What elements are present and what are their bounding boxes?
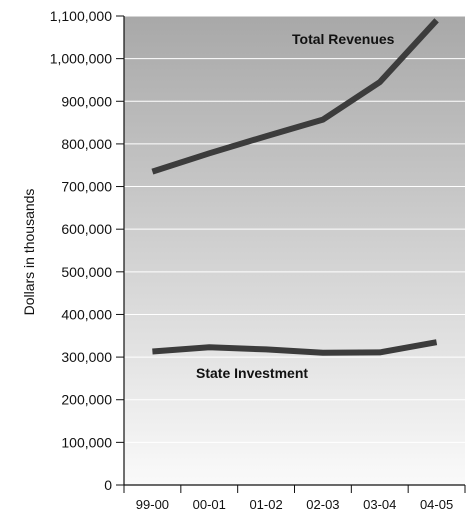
y-axis-title: Dollars in thousands (21, 189, 37, 316)
series-lines (151, 18, 439, 356)
x-axis-ticks: 99-00 00-01 01-02 02-03 03-04 04-05 (123, 485, 466, 512)
x-tick-label: 00-01 (193, 497, 226, 512)
y-tick-label: 900,000 (61, 93, 112, 109)
y-tick-label: 1,100,000 (50, 8, 112, 24)
total-revenues-annotation: Total Revenues (292, 31, 395, 47)
state-investment-annotation: State Investment (196, 365, 308, 381)
y-axis-ticks: 0 100,000 200,000 300,000 400,000 500,000 600,… (50, 8, 124, 493)
total-revenues-line (151, 18, 439, 175)
state-investment-line (152, 339, 438, 356)
x-tick-label: 99-00 (136, 497, 169, 512)
y-tick-label: 600,000 (61, 221, 112, 237)
x-tick-label: 03-04 (363, 497, 396, 512)
y-tick-label: 500,000 (61, 264, 112, 280)
x-tick-label: 01-02 (249, 497, 282, 512)
plot-area (124, 16, 465, 485)
y-tick-label: 300,000 (61, 349, 112, 365)
y-tick-label: 0 (104, 477, 112, 493)
x-tick-label: 04-05 (420, 497, 453, 512)
axes (123, 16, 465, 486)
y-tick-label: 700,000 (61, 179, 112, 195)
y-tick-label: 200,000 (61, 392, 112, 408)
x-tick-label: 02-03 (306, 497, 339, 512)
y-tick-label: 1,000,000 (50, 51, 112, 67)
y-tick-label: 100,000 (61, 434, 112, 450)
y-tick-label: 400,000 (61, 306, 112, 322)
y-tick-label: 800,000 (61, 136, 112, 152)
gridlines (124, 15, 465, 443)
